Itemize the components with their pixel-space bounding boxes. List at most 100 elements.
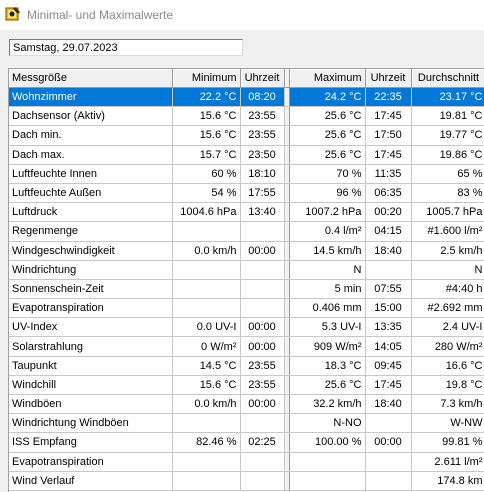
table-row[interactable]: Evapotranspiration 0.406 mm 15:00 #2.692 mm	[9, 298, 484, 319]
cell-name: Taupunkt	[9, 356, 173, 376]
cell-maximum: 0.4 l/m²	[289, 221, 366, 242]
cell-maximum: 18.3 °C	[289, 356, 366, 376]
table-row[interactable]: Dach max. 15.7 °C 23:50 25.6 °C 17:45 19.86 °…	[9, 145, 484, 165]
table-row[interactable]: Luftdruck 1004.6 hPa 13:40 1007.2 hPa 00:20 1…	[9, 202, 484, 223]
table-row[interactable]: Luftfeuchte Innen 60 % 18:10 70 % 11:35 65 %	[9, 164, 484, 184]
column-header-min-time[interactable]: Uhrzeit	[240, 69, 285, 88]
cell-maximum: 25.6 °C	[289, 106, 366, 127]
column-header-max-time[interactable]: Uhrzeit	[365, 69, 412, 88]
cell-average: 174.8 km	[411, 471, 484, 491]
cell-name: Windböen	[9, 394, 173, 415]
cell-average: 2.611 l/m²	[411, 452, 484, 472]
table-row[interactable]: Windrichtung N N	[9, 260, 484, 280]
cell-minimum: 15.7 °C	[172, 145, 241, 165]
cell-max-time: 09:45	[365, 356, 412, 376]
table-row[interactable]: Windrichtung Windböen N-NO W-NW	[9, 413, 484, 434]
cell-minimum	[172, 471, 241, 491]
cell-min-time: 23:55	[240, 375, 285, 396]
cell-min-time: 08:20	[240, 87, 285, 108]
cell-average: 19.81 °C	[411, 106, 484, 127]
cell-name: UV-Index	[9, 317, 173, 338]
table-row[interactable]: UV-Index 0.0 UV-I 00:00 5.3 UV-I 13:35 2.4 UV…	[9, 317, 484, 338]
column-header-name[interactable]: Messgröße	[9, 69, 173, 88]
column-separator	[284, 145, 290, 165]
cell-min-time	[240, 221, 285, 242]
cell-average: 65 %	[411, 164, 484, 184]
column-separator	[284, 183, 290, 204]
table-row[interactable]: Wohnzimmer 22.2 °C 08:20 24.2 °C 22:35 23.17 …	[9, 87, 484, 108]
cell-max-time: 14:05	[365, 336, 412, 357]
cell-name: Wohnzimmer	[9, 87, 173, 108]
table-row[interactable]: Wind Verlauf 174.8 km	[9, 471, 484, 491]
cell-max-time: 06:35	[365, 183, 412, 204]
column-separator	[284, 413, 290, 434]
column-separator	[284, 125, 290, 146]
table-row[interactable]: Windchill 15.6 °C 23:55 25.6 °C 17:45 19.8 °C	[9, 375, 484, 396]
column-separator	[284, 432, 290, 453]
table-row[interactable]: Luftfeuchte Außen 54 % 17:55 96 % 06:35 83 %	[9, 183, 484, 204]
cell-average: #2.692 mm	[411, 298, 484, 319]
column-separator	[284, 202, 290, 223]
cell-maximum	[289, 471, 366, 491]
cell-min-time	[240, 452, 285, 472]
column-header-minimum[interactable]: Minimum	[172, 69, 241, 88]
cell-max-time: 04:15	[365, 221, 412, 242]
column-separator	[284, 69, 290, 88]
table-row[interactable]: Regenmenge 0.4 l/m² 04:15 #1.600 l/m²	[9, 221, 484, 242]
column-separator	[284, 106, 290, 127]
window-title: Minimal- und Maximalwerte	[27, 8, 174, 22]
cell-minimum: 0.0 UV-I	[172, 317, 241, 338]
cell-max-time: 07:55	[365, 279, 412, 300]
cell-average: #1.600 l/m²	[411, 221, 484, 242]
cell-min-time	[240, 298, 285, 319]
cell-average: 19.8 °C	[411, 375, 484, 396]
table-row[interactable]: Solarstrahlung 0 W/m² 00:00 909 W/m² 14:05 28…	[9, 336, 484, 357]
table-row[interactable]: ISS Empfang 82.46 % 02:25 100.00 % 00:00 99.8…	[9, 432, 484, 453]
cell-minimum: 82.46 %	[172, 432, 241, 453]
cell-average: 1005.7 hPa	[411, 202, 484, 223]
cell-maximum	[289, 452, 366, 472]
date-field[interactable]: Samstag, 29.07.2023	[9, 39, 243, 56]
cell-average: 7.3 km/h	[411, 394, 484, 415]
cell-max-time: 13:35	[365, 317, 412, 338]
table-row[interactable]: Dachsensor (Aktiv) 15.6 °C 23:55 25.6 °C 17:…	[9, 106, 484, 127]
cell-min-time: 23:55	[240, 125, 285, 146]
cell-maximum: N	[289, 260, 366, 280]
table-row[interactable]: Dach min. 15.6 °C 23:55 25.6 °C 17:50 19.77 °…	[9, 125, 484, 146]
cell-max-time: 11:35	[365, 164, 412, 184]
table-row[interactable]: Sonnenschein-Zeit 5 min 07:55 #4:40 h	[9, 279, 484, 300]
table-row[interactable]: Taupunkt 14.5 °C 23:55 18.3 °C 09:45 16.6 °C	[9, 356, 484, 376]
column-separator	[284, 356, 290, 376]
cell-name: Solarstrahlung	[9, 336, 173, 357]
column-header-maximum[interactable]: Maximum	[289, 69, 366, 88]
cell-name: Dachsensor (Aktiv)	[9, 106, 173, 127]
column-separator	[284, 260, 290, 280]
cell-min-time: 23:50	[240, 145, 285, 165]
column-separator	[284, 452, 290, 472]
cell-min-time: 02:25	[240, 432, 285, 453]
cell-maximum: 32.2 km/h	[289, 394, 366, 415]
column-header-average[interactable]: Durchschnitt	[411, 69, 484, 88]
cell-name: Luftfeuchte Innen	[9, 164, 173, 184]
column-separator	[284, 375, 290, 396]
cell-maximum: 25.6 °C	[289, 125, 366, 146]
table-row[interactable]: Windgeschwindigkeit 0.0 km/h 00:00 14.5 km/…	[9, 241, 484, 261]
cell-minimum: 0.0 km/h	[172, 394, 241, 415]
cell-name: Evapotranspiration	[9, 298, 173, 319]
cell-average: #4:40 h	[411, 279, 484, 300]
cell-minimum	[172, 279, 241, 300]
cell-max-time: 00:00	[365, 432, 412, 453]
cell-min-time: 23:55	[240, 356, 285, 376]
cell-max-time	[365, 260, 412, 280]
cell-min-time	[240, 413, 285, 434]
cell-min-time: 17:55	[240, 183, 285, 204]
cell-minimum: 14.5 °C	[172, 356, 241, 376]
min-max-table[interactable]: Messgröße Minimum Uhrzeit Maximum Uhrzei…	[8, 68, 484, 492]
table-row[interactable]: Windböen 0.0 km/h 00:00 32.2 km/h 18:40 7.3 k…	[9, 394, 484, 415]
cell-max-time: 15:00	[365, 298, 412, 319]
cell-max-time: 00:20	[365, 202, 412, 223]
table-row[interactable]: Evapotranspiration 2.611 l/m²	[9, 452, 484, 472]
cell-min-time	[240, 260, 285, 280]
cell-min-time: 23:55	[240, 106, 285, 127]
column-separator	[284, 164, 290, 184]
